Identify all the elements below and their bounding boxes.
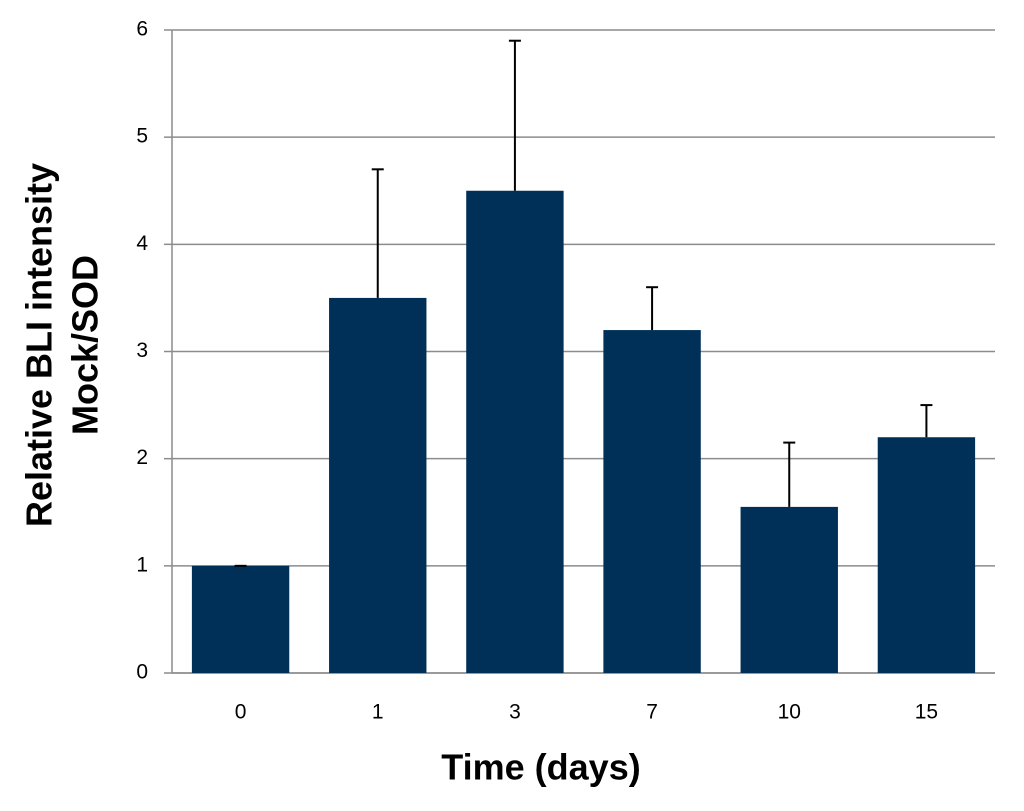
error-bar (783, 441, 796, 507)
y-tick-label: 1 (136, 553, 148, 576)
x-tick-label: 15 (915, 701, 938, 724)
y-tick-label: 6 (136, 18, 148, 41)
y-axis-label: Relative BLI intensity (19, 163, 60, 527)
x-tick-label: 0 (235, 701, 247, 724)
bar (466, 190, 564, 673)
y-tick-label: 4 (136, 232, 148, 255)
y-tick-label: 5 (136, 125, 148, 148)
bar (877, 437, 976, 673)
bar (191, 565, 290, 673)
error-bar (646, 286, 659, 331)
x-tick-label: 7 (646, 701, 658, 724)
x-tick-label: 10 (778, 701, 801, 724)
x-tick-label: 3 (509, 701, 521, 724)
bar (329, 297, 427, 673)
y-tick-label: 2 (136, 446, 148, 469)
bar (740, 506, 838, 673)
error-bar (920, 404, 933, 438)
bar (603, 330, 701, 673)
y-axis-label: Mock/SOD (65, 255, 106, 435)
x-tick-label: 1 (372, 701, 384, 724)
y-tick-label: 0 (136, 661, 148, 684)
y-tick-label: 3 (136, 339, 148, 362)
error-bar (508, 39, 521, 191)
x-axis-label: Time (days) (441, 747, 640, 788)
error-bar (371, 168, 384, 298)
